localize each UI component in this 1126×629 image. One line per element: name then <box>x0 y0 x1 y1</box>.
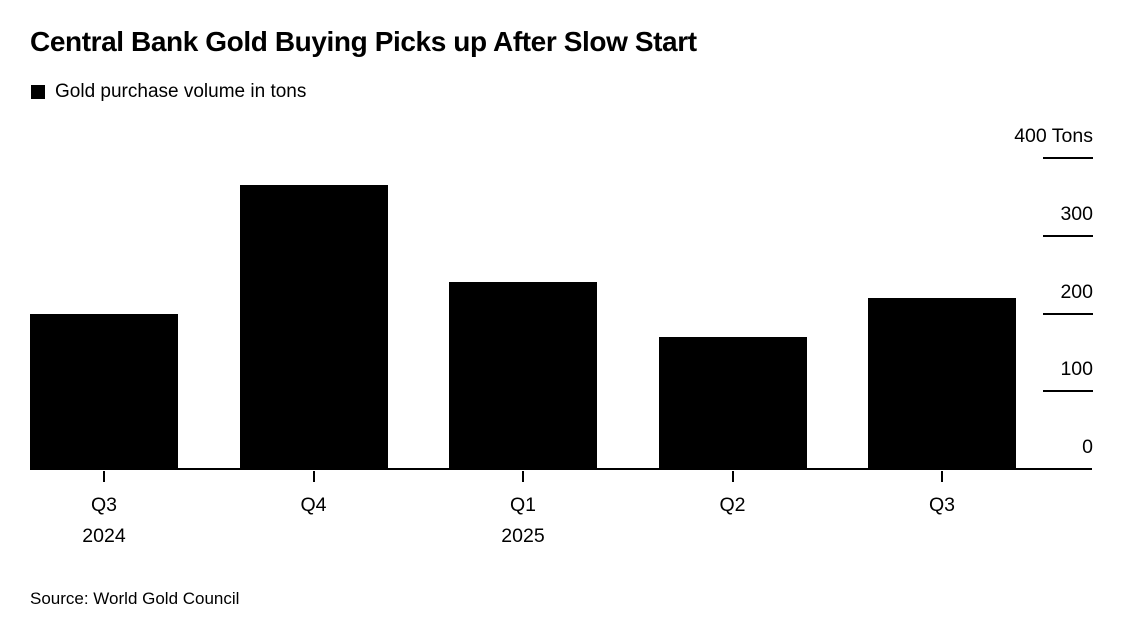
x-axis-label-quarter: Q1 <box>509 494 536 516</box>
x-axis-label-quarter: Q3 <box>90 494 117 516</box>
y-axis-label: 300 <box>1060 202 1093 225</box>
y-axis-tick <box>1043 390 1093 393</box>
legend: Gold purchase volume in tons <box>31 82 306 102</box>
x-axis-tick <box>731 471 734 482</box>
x-axis-label-quarter: Q4 <box>300 494 327 516</box>
bar-q1-2 <box>449 282 597 469</box>
bar-q2-3 <box>658 336 807 469</box>
chart-title: Central Bank Gold Buying Picks up After … <box>30 26 697 57</box>
x-axis-line <box>30 468 1092 470</box>
x-axis-label: Q4 <box>244 490 384 521</box>
bar-q3-0 <box>30 313 178 469</box>
y-axis-tick <box>1043 312 1093 315</box>
source-text: Source: World Gold Council <box>30 589 240 608</box>
x-axis-label: Q1 2025 <box>453 490 593 552</box>
x-axis-label: Q3 <box>872 490 1012 521</box>
x-axis-tick <box>941 471 943 482</box>
x-axis-tick <box>312 471 315 482</box>
x-axis-label-quarter: Q3 <box>928 494 955 516</box>
x-axis-label-quarter: Q2 <box>719 494 746 516</box>
y-axis-label: 400 Tons <box>1014 125 1093 147</box>
y-axis-label: 100 <box>1060 358 1093 381</box>
legend-label: Gold purchase volume in tons <box>55 81 307 102</box>
y-axis-tick <box>1043 234 1093 237</box>
legend-swatch-icon <box>31 85 45 99</box>
bar-q3-4 <box>868 297 1016 469</box>
x-axis-tick <box>103 471 105 482</box>
x-axis-tick <box>522 471 524 482</box>
bar-q4-1 <box>239 185 388 469</box>
x-axis-label-year: 2024 <box>82 525 126 547</box>
x-axis-label: Q2 <box>663 490 803 521</box>
y-axis-tick <box>1043 157 1093 159</box>
y-axis-label: 0 <box>1082 436 1093 458</box>
x-axis-label-year: 2025 <box>501 525 545 547</box>
y-axis-label: 200 <box>1060 280 1093 303</box>
x-axis-label: Q3 2024 <box>34 490 174 552</box>
